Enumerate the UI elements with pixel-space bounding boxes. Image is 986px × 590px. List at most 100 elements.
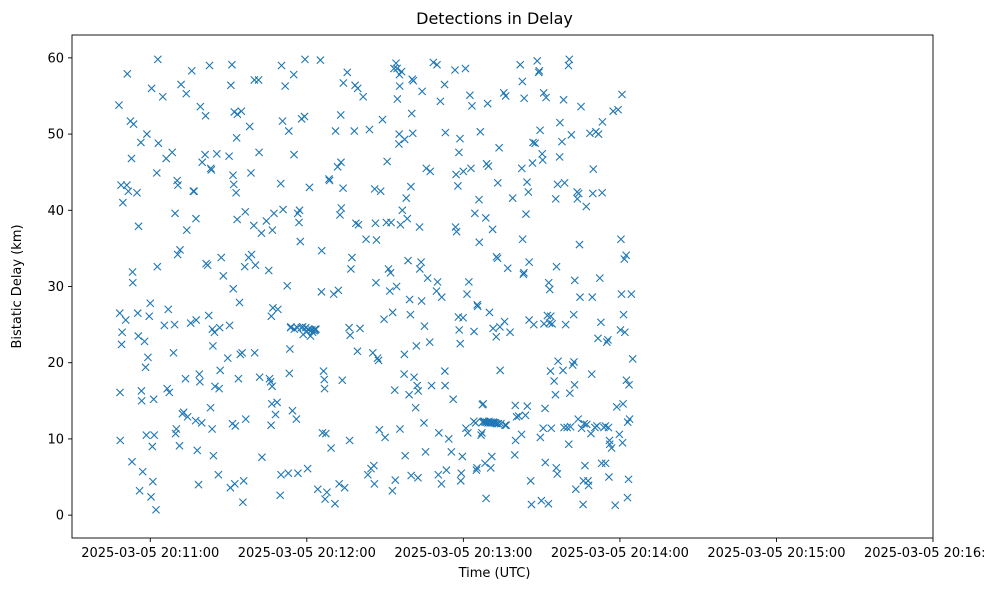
- detection-point: [115, 309, 124, 318]
- detection-point: [496, 366, 505, 375]
- detection-point: [273, 305, 282, 314]
- detection-point: [340, 483, 349, 492]
- detection-point: [426, 167, 435, 176]
- detection-point: [129, 120, 138, 129]
- detection-point: [512, 412, 521, 421]
- detection-point: [475, 195, 484, 204]
- detection-point: [601, 459, 610, 468]
- detection-point: [406, 310, 415, 319]
- detection-point: [208, 341, 217, 350]
- detection-point: [147, 492, 156, 501]
- detection-point: [164, 305, 173, 314]
- detection-point: [577, 102, 586, 111]
- detection-point: [239, 476, 248, 485]
- detection-point: [206, 164, 215, 173]
- detection-point: [246, 168, 255, 177]
- detection-point: [391, 476, 400, 485]
- detection-point: [168, 148, 177, 157]
- detection-point: [423, 274, 432, 283]
- detection-point: [432, 287, 441, 296]
- detection-point: [339, 79, 348, 88]
- detection-point: [338, 376, 347, 385]
- detection-point: [250, 348, 259, 357]
- detection-point: [548, 319, 557, 328]
- detection-point: [370, 479, 379, 488]
- detection-point: [417, 296, 426, 305]
- detection-point: [225, 321, 234, 330]
- detection-point: [413, 473, 422, 482]
- detection-point: [484, 162, 493, 171]
- x-axis: 2025-03-05 20:11:00 2025-03-05 20:12:00 20…: [81, 538, 986, 561]
- detection-point: [618, 90, 626, 99]
- detection-point: [387, 218, 396, 227]
- detection-point: [584, 481, 593, 490]
- detection-point: [271, 410, 280, 419]
- detection-point: [235, 298, 244, 307]
- detection-point: [257, 453, 266, 462]
- detection-point: [453, 181, 462, 190]
- detection-point: [406, 182, 415, 191]
- detection-point: [466, 164, 475, 173]
- detection-point: [582, 202, 591, 211]
- detection-point: [295, 206, 304, 215]
- detection-point: [433, 60, 442, 69]
- detection-point: [545, 319, 554, 328]
- detection-point: [250, 75, 259, 84]
- detection-point: [378, 115, 387, 124]
- detection-point: [268, 382, 277, 391]
- detection-point: [400, 350, 409, 359]
- detection-point: [609, 107, 618, 116]
- detection-point: [537, 496, 546, 505]
- detection-point: [555, 152, 564, 161]
- detection-point: [215, 323, 224, 332]
- detection-point: [285, 345, 294, 353]
- detection-point: [152, 168, 161, 177]
- detection-point: [335, 210, 344, 219]
- detection-point: [395, 425, 404, 434]
- detection-point: [337, 158, 345, 167]
- detection-point: [335, 479, 344, 488]
- detection-point: [306, 332, 315, 341]
- detection-point: [529, 320, 538, 329]
- detection-point: [232, 188, 241, 197]
- detection-point: [616, 325, 625, 334]
- detection-point: [494, 419, 503, 428]
- detection-point: [171, 209, 180, 218]
- detection-point: [592, 421, 601, 430]
- detection-point: [370, 184, 379, 193]
- detection-point: [472, 466, 481, 475]
- detection-point: [283, 281, 292, 290]
- detection-point: [457, 469, 466, 478]
- detection-point: [204, 311, 213, 320]
- detection-point: [165, 388, 174, 397]
- detection-point: [173, 181, 182, 190]
- detection-point: [284, 469, 293, 478]
- detection-point: [508, 194, 517, 203]
- detection-point: [197, 418, 206, 427]
- detection-point: [622, 376, 631, 385]
- detection-point: [281, 82, 290, 91]
- detection-point: [133, 309, 142, 318]
- detection-point: [268, 303, 277, 312]
- detection-point: [257, 229, 266, 238]
- detection-point: [397, 67, 406, 76]
- detection-point: [447, 447, 456, 456]
- detection-point: [327, 444, 336, 453]
- detection-point: [345, 323, 354, 332]
- detection-point: [570, 357, 578, 366]
- detection-point: [229, 284, 238, 293]
- detection-point: [551, 194, 560, 203]
- detection-point: [284, 127, 293, 136]
- detection-point: [523, 178, 532, 187]
- detection-point: [269, 209, 278, 218]
- detection-point: [212, 149, 221, 158]
- detection-point: [575, 240, 584, 249]
- detection-point: [483, 99, 492, 108]
- detection-point: [371, 219, 380, 228]
- detection-point: [418, 87, 427, 96]
- detection-point: [173, 250, 182, 259]
- detection-point: [154, 139, 163, 148]
- detection-point: [288, 406, 297, 415]
- detection-point: [411, 403, 420, 412]
- detection-point: [496, 419, 505, 428]
